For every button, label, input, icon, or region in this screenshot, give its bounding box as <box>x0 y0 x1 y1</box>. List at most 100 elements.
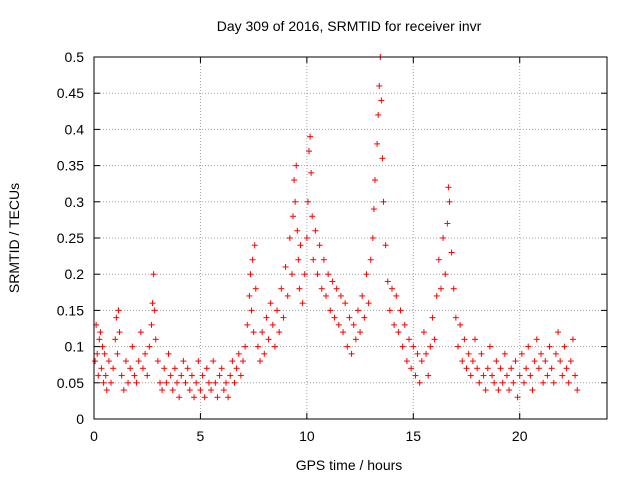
data-point <box>480 372 487 379</box>
data-point <box>220 387 227 394</box>
data-point <box>414 350 421 357</box>
data-point <box>310 256 317 263</box>
data-point <box>112 336 119 343</box>
data-point <box>416 379 423 386</box>
data-point <box>101 350 108 357</box>
data-point <box>482 387 489 394</box>
data-point <box>169 387 176 394</box>
data-point <box>371 177 378 184</box>
y-tick-label: 0.4 <box>65 121 85 137</box>
data-point <box>297 242 304 249</box>
data-point <box>149 300 156 307</box>
data-point <box>151 307 158 314</box>
data-point <box>361 314 368 321</box>
data-point <box>520 379 527 386</box>
y-tick-label: 0.25 <box>57 230 84 246</box>
data-point <box>165 350 172 357</box>
data-point <box>139 365 146 372</box>
data-point <box>278 285 285 292</box>
data-point <box>304 198 311 205</box>
data-point <box>225 394 232 401</box>
data-point <box>292 198 299 205</box>
data-point <box>461 336 468 343</box>
data-point <box>318 285 325 292</box>
y-tick-label: 0.35 <box>57 158 84 174</box>
data-point <box>205 379 212 386</box>
y-tick-label: 0.45 <box>57 85 84 101</box>
data-point <box>342 300 349 307</box>
data-point <box>548 365 555 372</box>
data-point <box>489 372 496 379</box>
data-point <box>103 387 110 394</box>
data-point <box>472 336 479 343</box>
data-point <box>561 343 568 350</box>
data-point <box>263 314 270 321</box>
data-point <box>408 365 415 372</box>
data-point <box>325 271 332 278</box>
data-point <box>201 394 208 401</box>
data-point <box>437 285 444 292</box>
data-point <box>442 271 449 278</box>
data-point <box>552 350 559 357</box>
data-point <box>167 372 174 379</box>
data-point <box>254 343 261 350</box>
data-point <box>125 379 132 386</box>
data-point <box>463 365 470 372</box>
data-point <box>393 292 400 299</box>
y-tick-label: 0.1 <box>65 339 85 355</box>
data-point <box>314 271 321 278</box>
data-point <box>156 379 163 386</box>
data-point <box>359 292 366 299</box>
data-point <box>495 387 502 394</box>
data-point <box>102 372 109 379</box>
data-point <box>425 372 432 379</box>
data-point <box>474 365 481 372</box>
data-point <box>246 292 253 299</box>
data-point <box>374 140 381 147</box>
data-point <box>98 365 105 372</box>
data-point <box>512 358 519 365</box>
data-point <box>113 314 120 321</box>
data-point <box>195 358 202 365</box>
data-point <box>333 285 340 292</box>
data-point <box>163 379 170 386</box>
data-point <box>367 256 374 263</box>
data-point <box>444 220 451 227</box>
data-point <box>180 358 187 365</box>
data-point <box>484 365 491 372</box>
data-point <box>529 387 536 394</box>
data-point <box>518 350 525 357</box>
data-point <box>565 379 572 386</box>
data-point <box>235 350 242 357</box>
data-point <box>478 350 485 357</box>
y-tick-label: 0.2 <box>65 266 85 282</box>
data-point <box>459 358 466 365</box>
data-point <box>386 307 393 314</box>
data-point <box>296 285 303 292</box>
y-tick-label: 0.5 <box>65 49 85 65</box>
data-point <box>291 177 298 184</box>
data-point <box>284 292 291 299</box>
data-point <box>146 343 153 350</box>
data-point <box>508 365 515 372</box>
data-point <box>384 278 391 285</box>
data-point <box>250 329 257 336</box>
data-point <box>199 372 206 379</box>
data-point <box>327 307 334 314</box>
data-point <box>137 329 144 336</box>
y-tick-label: 0.3 <box>65 194 85 210</box>
y-tick-label: 0 <box>76 411 84 427</box>
data-point <box>540 379 547 386</box>
x-axis-label: GPS time / hours <box>296 457 403 473</box>
data-point <box>531 358 538 365</box>
data-point <box>397 307 404 314</box>
x-tick-label: 20 <box>512 428 528 444</box>
data-point <box>301 271 308 278</box>
data-point <box>370 206 377 213</box>
data-point <box>454 343 461 350</box>
data-point <box>303 235 310 241</box>
data-point <box>399 343 406 350</box>
data-point <box>293 162 300 169</box>
data-point <box>379 155 386 162</box>
